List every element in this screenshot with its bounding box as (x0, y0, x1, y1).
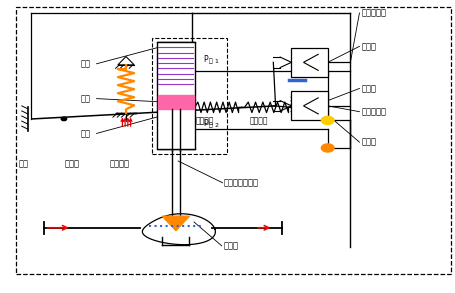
Text: P: P (202, 55, 207, 64)
Text: 推杆: 推杆 (81, 129, 91, 138)
Text: 调节阀: 调节阀 (223, 241, 238, 250)
Text: 活塞式执行机构: 活塞式执行机构 (223, 178, 258, 187)
Text: P: P (202, 119, 207, 128)
Text: 出: 出 (208, 58, 212, 64)
Bar (157, 95, 193, 109)
Bar (291, 48, 327, 77)
Text: 反馈弹簧: 反馈弹簧 (195, 116, 213, 125)
Circle shape (321, 116, 334, 125)
Text: 杠杆: 杠杆 (19, 159, 29, 168)
Bar (156, 42, 195, 149)
Text: 信号压力: 信号压力 (109, 159, 129, 168)
Text: 定位器: 定位器 (361, 138, 376, 147)
Bar (152, 38, 227, 154)
Text: 功率放大器: 功率放大器 (361, 8, 386, 18)
Text: 上喷嘴: 上喷嘴 (361, 42, 376, 51)
Bar (291, 91, 327, 120)
Text: 1: 1 (214, 59, 218, 64)
Text: 调零弹簧: 调零弹簧 (249, 116, 268, 125)
Text: 气缸: 气缸 (81, 59, 91, 68)
Text: 出: 出 (208, 123, 212, 128)
Circle shape (321, 144, 334, 152)
Text: 功率放大器: 功率放大器 (361, 107, 386, 116)
Text: 下喷嘴: 下喷嘴 (361, 84, 376, 93)
Text: 波纹管: 波纹管 (65, 159, 80, 168)
Text: 2: 2 (214, 123, 218, 128)
Polygon shape (162, 216, 189, 231)
Text: 活塞: 活塞 (81, 94, 91, 103)
Circle shape (61, 117, 66, 121)
